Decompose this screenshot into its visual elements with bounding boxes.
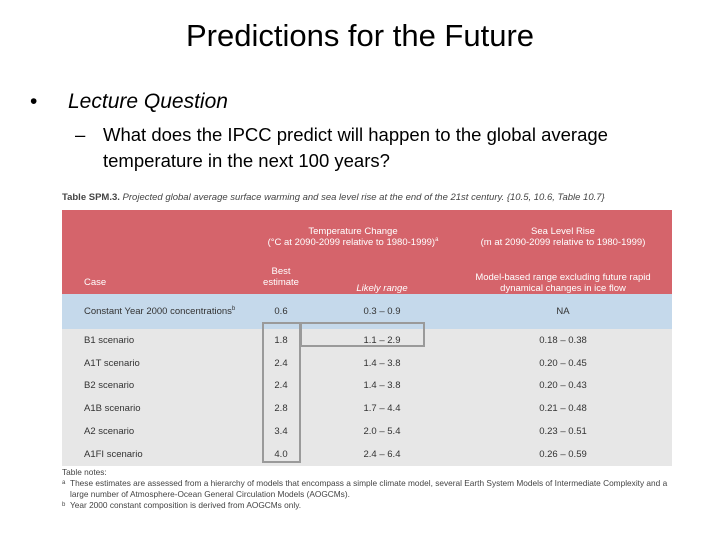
- likely-range-cell: 1.7 – 4.4: [310, 397, 454, 421]
- highlight-box: [262, 322, 301, 463]
- likely-range-cell: 2.4 – 6.4: [310, 442, 454, 466]
- case-text: A2 scenario: [84, 426, 135, 438]
- group-subtitle: (m at 2090-2099 relative to 1980-1999): [480, 237, 646, 248]
- bullet: • Lecture Question: [30, 90, 228, 113]
- case-cell: B1 scenario: [62, 329, 252, 352]
- table-row: A1FI scenario 4.0 2.4 – 6.4 0.26 – 0.59: [62, 442, 672, 466]
- note-marker: a: [62, 480, 66, 486]
- sea-level-cell: 0.20 – 0.45: [454, 351, 672, 375]
- case-text: Constant Year 2000 concentrations: [84, 306, 232, 318]
- case-text: A1B scenario: [84, 403, 141, 415]
- case-cell: Constant Year 2000 concentrationsb: [62, 294, 252, 329]
- likely-range-cell: 1.4 – 3.8: [310, 374, 454, 398]
- empty-header: [62, 210, 252, 251]
- case-cell: A1FI scenario: [62, 442, 252, 466]
- case-text: B2 scenario: [84, 380, 135, 392]
- column-header: Model-based range excluding future rapid…: [454, 251, 672, 294]
- case-text: A1T scenario: [84, 357, 140, 369]
- sea-level-cell: 0.23 – 0.51: [454, 420, 672, 443]
- best-estimate-cell: 2.8: [252, 397, 310, 421]
- group-title: Temperature Change: [308, 225, 398, 237]
- group-header: Sea Level Rise (m at 2090-2099 relative t…: [454, 210, 672, 251]
- column-header: Case: [62, 251, 252, 294]
- note-text: Year 2000 constant composition is derive…: [70, 500, 302, 510]
- case-text: A1FI scenario: [84, 448, 143, 460]
- sea-level-cell: 0.20 – 0.43: [454, 374, 672, 398]
- case-cell: A1T scenario: [62, 351, 252, 375]
- sub-bullet-text: What does the IPCC predict will happen t…: [103, 124, 608, 171]
- table-body: Constant Year 2000 concentrationsb 0.6 0.3…: [62, 294, 672, 466]
- best-estimate-cell: 2.4: [252, 351, 310, 375]
- case-cell: A1B scenario: [62, 397, 252, 421]
- sub-bullet: – What does the IPCC predict will happen …: [75, 122, 675, 174]
- likely-range-cell: 2.0 – 5.4: [310, 420, 454, 443]
- bullet-text: Lecture Question: [68, 90, 228, 113]
- caption-label: Table SPM.3.: [62, 192, 120, 203]
- group-header-row: Temperature Change (°C at 2090-2099 relat…: [62, 210, 672, 251]
- best-estimate-cell: 3.4: [252, 420, 310, 443]
- case-cell: B2 scenario: [62, 374, 252, 398]
- group-title: Sea Level Rise: [531, 226, 595, 237]
- note-marker: a: [435, 236, 439, 243]
- note-marker: b: [62, 502, 66, 508]
- caption-text: Projected global average surface warming…: [122, 192, 605, 203]
- table-row: A1T scenario 2.4 1.4 – 3.8 0.20 – 0.45: [62, 351, 672, 375]
- note: b Year 2000 constant composition is deriv…: [62, 500, 677, 511]
- case-text: B1 scenario: [84, 334, 135, 346]
- column-header: Likely range: [310, 251, 454, 294]
- highlight-box: [300, 322, 425, 347]
- column-header: Best estimate: [252, 251, 310, 294]
- table-notes: Table notes: a These estimates are assesse…: [62, 467, 677, 511]
- table-caption: Table SPM.3. Projected global average su…: [62, 192, 677, 203]
- slide-title: Predictions for the Future: [185, 18, 535, 53]
- table-row: B2 scenario 2.4 1.4 – 3.8 0.20 – 0.43: [62, 374, 672, 398]
- data-table: Temperature Change (°C at 2090-2099 relat…: [62, 210, 672, 466]
- sea-level-cell: 0.26 – 0.59: [454, 442, 672, 466]
- note: a These estimates are assessed from a hie…: [62, 478, 677, 500]
- best-estimate-cell: 4.0: [252, 442, 310, 466]
- group-header: Temperature Change (°C at 2090-2099 relat…: [252, 210, 454, 251]
- table-row: B1 scenario 1.8 1.1 – 2.9 0.18 – 0.38: [62, 329, 672, 352]
- notes-title: Table notes:: [62, 467, 107, 477]
- best-estimate-cell: 2.4: [252, 374, 310, 398]
- table-row: A1B scenario 2.8 1.7 – 4.4 0.21 – 0.48: [62, 397, 672, 421]
- note-text: These estimates are assessed from a hier…: [70, 478, 668, 499]
- likely-range-cell: 1.4 – 3.8: [310, 351, 454, 375]
- table-row: A2 scenario 3.4 2.0 – 5.4 0.23 – 0.51: [62, 420, 672, 443]
- sea-level-cell: 0.18 – 0.38: [454, 329, 672, 352]
- best-estimate-cell: 1.8: [252, 329, 310, 352]
- group-subtitle: (°C at 2090-2099 relative to 1980-1999): [267, 237, 436, 248]
- column-header-row: Case Best estimate Likely range Model-ba…: [62, 251, 672, 294]
- case-cell: A2 scenario: [62, 420, 252, 443]
- note-marker: b: [231, 305, 236, 312]
- sea-level-cell: 0.21 – 0.48: [454, 397, 672, 421]
- sea-level-cell: NA: [454, 294, 672, 329]
